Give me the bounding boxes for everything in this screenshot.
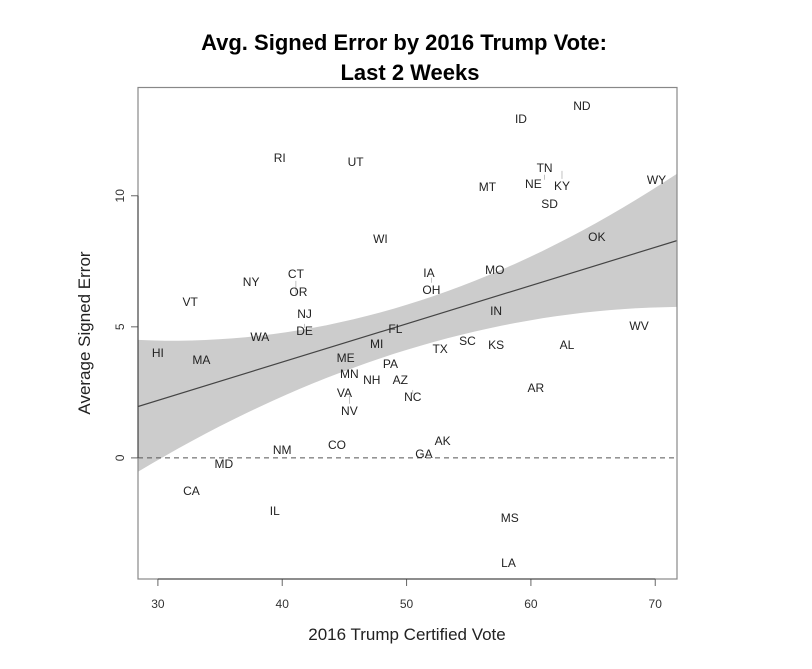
point-label-ak: AK xyxy=(435,434,451,448)
point-label-pa: PA xyxy=(383,357,398,371)
point-label-mt: MT xyxy=(479,180,497,194)
point-label-mo: MO xyxy=(485,263,504,277)
point-label-md: MD xyxy=(214,457,233,471)
point-label-ks: KS xyxy=(488,338,504,352)
chart-title: Avg. Signed Error by 2016 Trump Vote: xyxy=(201,30,607,55)
point-label-ms: MS xyxy=(501,511,519,525)
point-label-vt: VT xyxy=(183,295,199,309)
chart-subtitle: Last 2 Weeks xyxy=(340,60,479,85)
point-label-ut: UT xyxy=(348,155,365,169)
x-axis-title: 2016 Trump Certified Vote xyxy=(308,625,506,644)
y-axis-title: Average Signed Error xyxy=(75,251,94,415)
x-tick-label-40: 40 xyxy=(276,597,290,611)
point-label-sc: SC xyxy=(459,334,476,348)
point-label-tn: TN xyxy=(537,161,553,175)
label-leader-lines xyxy=(295,170,563,404)
point-label-id: ID xyxy=(515,112,527,126)
x-tick-label-50: 50 xyxy=(400,597,414,611)
x-tick-label-30: 30 xyxy=(151,597,165,611)
point-label-nc: NC xyxy=(404,390,422,404)
point-label-de: DE xyxy=(296,324,313,338)
y-tick-label-5: 5 xyxy=(113,323,127,330)
point-label-wa: WA xyxy=(250,330,269,344)
point-label-ma: MA xyxy=(192,353,210,367)
regression-line xyxy=(138,240,677,408)
y-tick-label-0: 0 xyxy=(113,454,127,461)
point-label-hi: HI xyxy=(152,346,164,360)
plot-area: 30 40 50 60 70 0 5 10 HI MA VT WA NJ DE NY OR CT RI UT WI ID… xyxy=(113,86,678,611)
point-label-or: OR xyxy=(289,285,307,299)
point-label-sd: SD xyxy=(541,197,558,211)
point-label-ar: AR xyxy=(528,381,545,395)
point-label-ca: CA xyxy=(183,484,200,498)
point-label-nh: NH xyxy=(363,373,380,387)
x-tick-label-70: 70 xyxy=(649,597,663,611)
point-label-la: LA xyxy=(501,556,516,570)
point-label-ky: KY xyxy=(554,179,570,193)
point-label-wy: WY xyxy=(647,173,666,187)
point-label-ny: NY xyxy=(243,275,260,289)
point-label-ia: IA xyxy=(423,266,434,280)
point-label-nj: NJ xyxy=(297,307,312,321)
point-label-nd: ND xyxy=(573,99,591,113)
point-label-mi: MI xyxy=(370,337,383,351)
confidence-band xyxy=(138,173,677,472)
point-label-fl: FL xyxy=(388,322,402,336)
point-label-ok: OK xyxy=(588,230,605,244)
x-tick-label-60: 60 xyxy=(524,597,538,611)
point-label-va: VA xyxy=(337,386,352,400)
point-label-nv: NV xyxy=(341,404,358,418)
point-label-tx: TX xyxy=(432,342,447,356)
point-label-ga: GA xyxy=(415,447,432,461)
point-label-ne: NE xyxy=(525,177,542,191)
point-label-co: CO xyxy=(328,438,346,452)
point-label-in: IN xyxy=(490,304,502,318)
point-label-al: AL xyxy=(560,338,575,352)
point-label-wv: WV xyxy=(629,319,648,333)
point-label-mn: MN xyxy=(340,367,359,381)
point-label-oh: OH xyxy=(422,283,440,297)
point-label-wi: WI xyxy=(373,232,388,246)
point-label-az: AZ xyxy=(393,373,408,387)
y-tick-label-10: 10 xyxy=(113,189,127,203)
point-label-me: ME xyxy=(337,351,355,365)
point-label-il: IL xyxy=(270,504,280,518)
point-label-ct: CT xyxy=(288,267,305,281)
point-label-nm: NM xyxy=(273,443,292,457)
point-label-ri: RI xyxy=(274,151,286,165)
